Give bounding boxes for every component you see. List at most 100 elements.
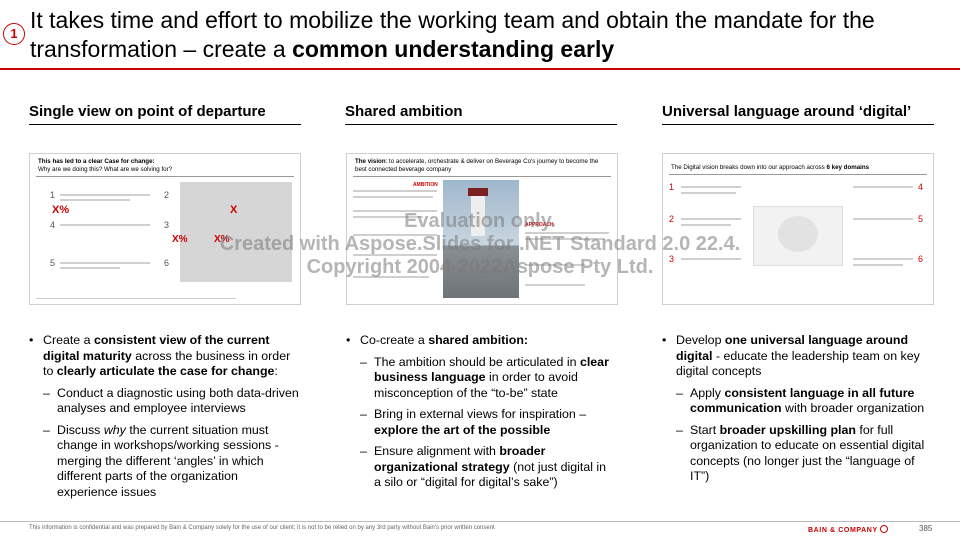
sub-bullet-text: with broader organization (781, 401, 925, 415)
sub-bullet-text: Start (690, 422, 720, 437)
sub-bullet-emphasis: explore the art of the possible (374, 422, 551, 437)
bullets-point-of-departure: Create a consistent view of the current … (29, 333, 299, 506)
bullet-text: across the business in order to (43, 348, 291, 379)
sub-bullet-item: The ambition should be articulated in cl… (346, 355, 616, 402)
thumbnail-number: 2 (669, 214, 675, 224)
thumbnail-text-line (853, 186, 913, 188)
slide-title: It takes time and effort to mobilize the… (30, 6, 950, 64)
thumbnail-red-mark: X (230, 204, 238, 216)
thumbnail-title: The vision: to accelerate, orchestrate &… (355, 158, 609, 174)
thumbnail-number: 6 (918, 254, 924, 264)
thumbnail-number: 4 (918, 182, 924, 192)
thumbnail-text-line (681, 258, 741, 260)
thumbnail-number: 6 (164, 258, 170, 268)
thumbnail-ambition-label: AMBITION (413, 182, 438, 188)
column-universal-language: Universal language around ‘digital’ (662, 103, 934, 125)
thumbnail-text-line (681, 224, 731, 226)
confidentiality-note: This information is confidential and was… (29, 525, 495, 531)
thumbnail-text-line (525, 232, 609, 234)
thumbnail-lighthouse-top (468, 188, 488, 196)
sub-bullet-item: Start broader upskilling plan for full o… (662, 423, 932, 485)
slide-header: 1 It takes time and effort to mobilize t… (0, 0, 960, 70)
thumbnail-text-line (353, 254, 437, 256)
sub-bullet-item: Bring in external views for inspiration … (346, 407, 616, 438)
thumbnail-footer-line (36, 298, 236, 299)
step-number-badge: 1 (3, 23, 25, 45)
bullet-text: : (274, 364, 278, 378)
thumbnail-title-rest: : to accelerate, orchestrate & deliver o… (355, 158, 599, 173)
thumbnail-text-line (681, 218, 741, 220)
thumbnail-divider (669, 174, 927, 175)
sub-bullet-item: Ensure alignment with broader organizati… (346, 444, 616, 491)
bullet-text: - educate the leadership team on key dig… (676, 348, 920, 379)
title-text: It takes time and effort to mobilize the… (30, 7, 875, 62)
thumbnail-title: This has led to a clear Case for change:… (38, 158, 292, 174)
sub-bullet-text: (not just digital in a silo or “digital … (374, 459, 607, 490)
bullet-item: Develop one universal language around di… (662, 333, 932, 380)
thumbnail-number: 4 (50, 220, 56, 230)
thumbnail-divider (353, 176, 611, 177)
column-shared-ambition: Shared ambition (345, 103, 617, 125)
thumbnail-text-line (60, 262, 150, 264)
thumbnail-number: 3 (164, 220, 170, 230)
thumbnail-text-line (525, 264, 585, 266)
thumbnail-number: 5 (50, 258, 56, 268)
sub-bullet-text: Apply (690, 385, 725, 400)
sub-bullet-emphasis: consistent language in all future commun… (690, 385, 915, 416)
thumbnail-text-line (353, 190, 437, 192)
thumbnail-text-line (353, 216, 423, 218)
sub-bullet-item: Discuss why the current situation must c… (29, 423, 299, 501)
sub-bullet-emphasis: clear business language (374, 354, 609, 385)
thumbnail-text-line (853, 258, 913, 260)
thumbnail-title-bold: This has led to a clear Case for change: (38, 158, 155, 165)
sub-bullet-text: Ensure alignment with (374, 444, 500, 458)
slide-thumbnail-six-domains: The Digital vision breaks down into our … (662, 153, 934, 305)
thumbnail-text-line (353, 196, 433, 198)
thumbnail-center-circle (778, 216, 818, 252)
thumbnail-red-mark: X% (214, 234, 230, 245)
bullet-text: Co-create a (360, 333, 429, 347)
column-heading: Shared ambition (345, 103, 617, 125)
column-heading: Universal language around ‘digital’ (662, 103, 934, 125)
thumbnail-text-line (525, 284, 585, 286)
bullet-emphasis: one universal language around digital (676, 333, 909, 363)
thumbnail-title-bold: 6 key domains (826, 164, 870, 171)
bullet-item: Co-create a shared ambition: (346, 333, 616, 349)
bullet-text: Create a (43, 333, 94, 347)
bullets-universal-language: Develop one universal language around di… (662, 333, 932, 491)
sub-bullet-item: Conduct a diagnostic using both data-dri… (29, 386, 299, 417)
thumbnail-text-line (60, 267, 120, 269)
thumbnail-text-line (353, 210, 437, 212)
bullet-emphasis: shared ambition: (428, 333, 529, 347)
slide-thumbnail-vision: The vision: to accelerate, orchestrate &… (346, 153, 618, 305)
sub-bullet-emphasis: broader upskilling plan (719, 422, 856, 437)
thumbnail-text-line (60, 224, 150, 226)
thumbnail-title-rest: Why are we doing this? What are we solvi… (38, 166, 173, 173)
thumbnail-number: 5 (918, 214, 924, 224)
thumbnail-title-bold: The vision (355, 158, 386, 165)
bullet-text: Develop (676, 333, 725, 347)
thumbnail-number: 1 (669, 182, 675, 192)
thumbnail-text-line (353, 234, 437, 236)
thumbnail-approach-label: APPROACH (525, 222, 554, 228)
thumbnail-lighthouse-tower (471, 194, 485, 236)
thumbnail-photo-placeholder (180, 182, 292, 282)
column-point-of-departure: Single view on point of departure (29, 103, 301, 125)
thumbnail-red-mark: X% (172, 234, 188, 245)
thumbnail-number: 2 (164, 190, 170, 200)
header-divider (0, 68, 960, 70)
thumbnail-text-line (353, 276, 429, 278)
brand-logo: BAIN & COMPANY (808, 525, 888, 534)
thumbnail-text-line (853, 264, 903, 266)
thumbnail-text-line (853, 218, 913, 220)
bullets-shared-ambition: Co-create a shared ambition: The ambitio… (346, 333, 616, 497)
sub-bullet-text: The ambition should be articulated in (374, 354, 580, 369)
column-heading: Single view on point of departure (29, 103, 301, 125)
sub-bullet-emphasis: broader organizational strategy (374, 444, 546, 474)
thumbnail-text-line (525, 238, 605, 240)
title-emphasis: common understanding early (292, 36, 615, 62)
sub-bullet-text: Bring in external views for inspiration … (374, 407, 587, 421)
brand-name: BAIN & COMPANY (808, 527, 878, 534)
page-number: 385 (919, 524, 933, 533)
bullet-item: Create a consistent view of the current … (29, 333, 299, 380)
